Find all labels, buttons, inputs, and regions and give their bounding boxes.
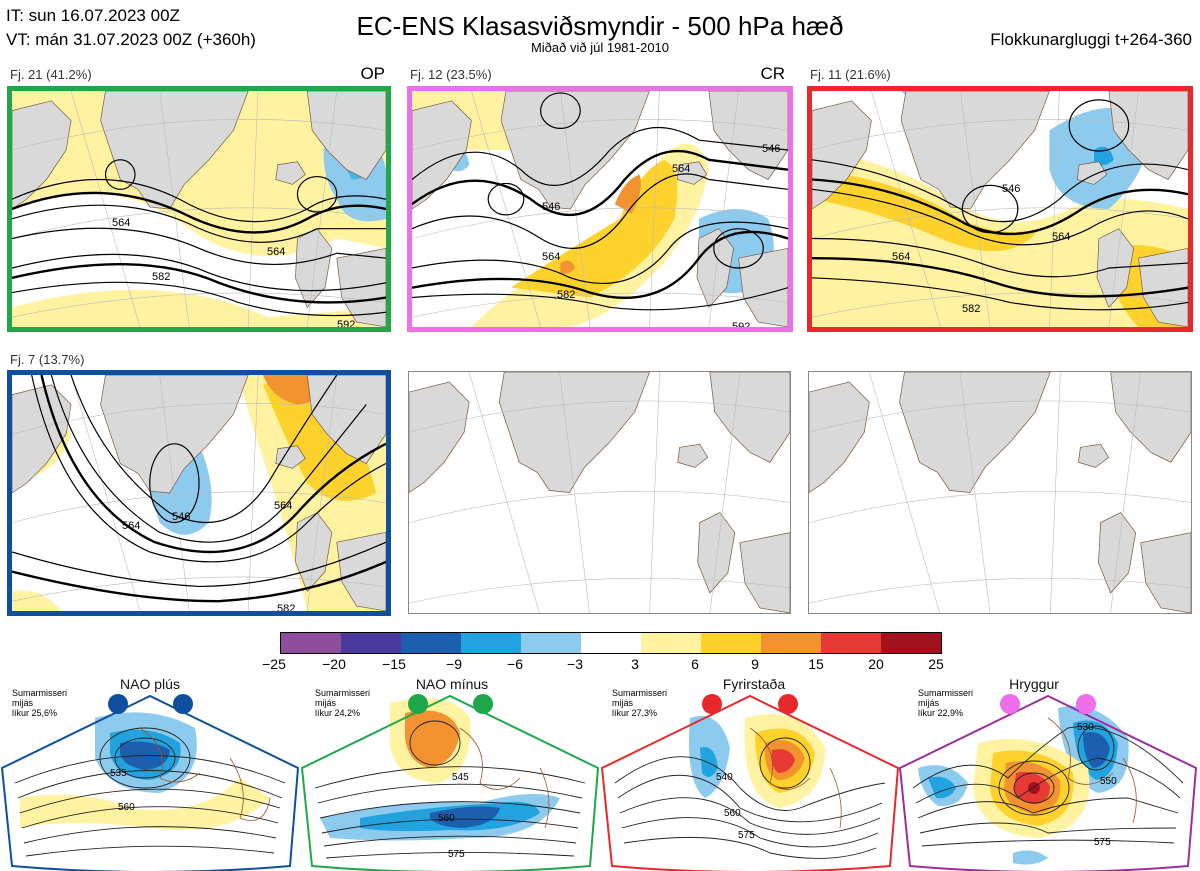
colorbar-swatch [641,633,701,653]
contour-label: 592 [337,319,356,331]
cluster-label: Fj. 11 (21.6%) [810,67,891,82]
colorbar-tick: −20 [322,656,346,672]
regime-contour: 550 [1100,776,1117,787]
regime-info: Sumarmisseri mijás líkur 24,2% [315,688,371,718]
contour-label: 564 [267,246,286,258]
colorbar-swatch [761,633,821,653]
regime-info: Sumarmisseri mijás líkur 22,9% [918,688,974,718]
cluster-map-2: 546 564 582 592 564 546 [407,86,793,332]
colorbar-swatch [461,633,521,653]
colorbar-tick: 25 [928,656,944,672]
contour-label: 582 [152,271,171,283]
colorbar-tick: −6 [507,656,523,672]
colorbar-tick: −3 [567,656,583,672]
contour-label: 582 [962,303,981,315]
colorbar-tick: 15 [808,656,824,672]
regime-info: Sumarmisseri mijás líkur 25,6% [12,688,68,718]
regime-contour: 545 [452,772,469,783]
contour-label: 564 [112,217,131,229]
regime-map-ridge [898,694,1198,871]
colorbar-swatch [581,633,641,653]
regime-contour: 560 [438,813,455,824]
contour-label: 564 [1052,231,1071,243]
colorbar-swatch [881,633,941,653]
regime-contour: 575 [1094,837,1111,848]
contour-label: 564 [122,520,141,532]
regime-map-nao-minus [300,694,600,871]
colorbar-swatch [401,633,461,653]
regime-contour: 560 [724,808,741,819]
cluster-tag: OP [360,64,385,83]
regime-contour: 540 [716,772,733,783]
cluster-label: Fj. 21 (41.2%) [10,67,92,82]
cluster-map-3: 546 564 582 564 [807,86,1193,332]
contour-label: 546 [172,511,191,523]
regime-contour: 575 [738,830,755,841]
contour-label: 546 [542,201,561,213]
regime-contour: 535 [110,768,127,779]
valid-time: VT: mán 31.07.2023 00Z (+360h) [6,30,256,49]
contour-label: 592 [732,321,751,332]
colorbar-tick: 6 [691,656,699,672]
colorbar-swatch [821,633,881,653]
contour-label: 546 [762,143,781,155]
regime-map-nao-plus [0,694,300,871]
empty-map-panel [408,371,791,614]
contour-label: 564 [542,251,561,263]
cluster-label: Fj. 7 (13.7%) [10,352,85,367]
contour-label: 546 [1002,183,1021,195]
contour-label: 564 [672,163,691,175]
colorbar-tick: −25 [262,656,286,672]
colorbar-swatch [341,633,401,653]
regime-name: Fyrirstaða [722,676,786,692]
regime-name: NAO plús [120,676,180,692]
colorbar-tick: −15 [382,656,406,672]
colorbar-swatch [281,633,341,653]
regime-map-blocking [600,694,900,871]
colorbar-tick: −9 [446,656,462,672]
colorbar-tick: 20 [868,656,884,672]
colorbar [280,632,942,654]
contour-label: 582 [277,603,296,615]
regime-name: NAO mínus [415,676,489,692]
contour-label: 564 [274,500,293,512]
page-subtitle: Miðað við júl 1981-2010 [530,40,670,55]
regime-info: Sumarmisseri mijás líkur 27,3% [612,688,668,718]
cluster-tag: CR [760,64,785,83]
regime-contour: 530 [1077,722,1094,733]
colorbar-tick: 9 [751,656,759,672]
cluster-map-4: 546 564 564 582 [7,370,391,616]
colorbar-swatch [701,633,761,653]
regime-name: Hryggur [1009,676,1059,692]
initial-time: IT: sun 16.07.2023 00Z [6,6,180,25]
regime-contour: 575 [448,849,465,860]
contour-label: 564 [892,251,911,263]
page-title: EC-ENS Klasasviðsmyndir - 500 hPa hæð [356,11,844,41]
clustering-window: Flokkunargluggi t+264-360 [990,30,1192,49]
regime-contour: 560 [118,802,135,813]
cluster-label: Fj. 12 (23.5%) [410,67,492,82]
empty-map-panel [808,371,1192,614]
colorbar-tick: 3 [631,656,639,672]
contour-label: 582 [557,289,576,301]
cluster-map-1: 564 582 592 564 [7,86,391,332]
colorbar-swatch [521,633,581,653]
